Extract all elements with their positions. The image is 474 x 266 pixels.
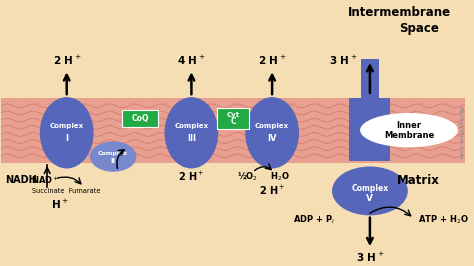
Text: Complex: Complex xyxy=(98,151,128,156)
Ellipse shape xyxy=(40,97,93,168)
Text: ADP + P$_i$: ADP + P$_i$ xyxy=(292,214,335,226)
Text: Complex: Complex xyxy=(50,123,84,129)
Text: V: V xyxy=(366,194,374,203)
Text: IV: IV xyxy=(267,134,277,143)
Text: 2 H$^+$: 2 H$^+$ xyxy=(258,53,286,67)
Ellipse shape xyxy=(164,97,219,168)
Text: III: III xyxy=(187,134,196,143)
Text: Complex: Complex xyxy=(351,184,389,193)
Ellipse shape xyxy=(90,142,137,172)
Text: 4 H$^+$: 4 H$^+$ xyxy=(177,53,206,67)
Text: NAD$^+$: NAD$^+$ xyxy=(31,174,59,186)
Text: Inner: Inner xyxy=(397,121,421,130)
Bar xyxy=(349,98,391,161)
FancyBboxPatch shape xyxy=(122,110,158,127)
Text: Membrane: Membrane xyxy=(384,131,434,140)
Text: NADH: NADH xyxy=(5,175,37,185)
Text: Intermembrane: Intermembrane xyxy=(348,6,451,19)
Text: Complex: Complex xyxy=(255,123,289,129)
Text: CoQ: CoQ xyxy=(131,114,149,123)
Text: H$_2$O: H$_2$O xyxy=(270,171,289,183)
Text: H$^+$: H$^+$ xyxy=(51,198,68,211)
Ellipse shape xyxy=(332,167,408,215)
Text: I: I xyxy=(65,134,68,143)
Bar xyxy=(0,98,465,163)
Text: 2 H$^+$: 2 H$^+$ xyxy=(178,170,205,183)
Text: II: II xyxy=(110,158,116,164)
Ellipse shape xyxy=(360,113,458,147)
Text: 3 H$^+$: 3 H$^+$ xyxy=(356,250,384,264)
Text: 2 H$^+$: 2 H$^+$ xyxy=(53,53,81,67)
Text: Space: Space xyxy=(399,22,439,35)
Text: 2 H$^+$: 2 H$^+$ xyxy=(259,184,285,197)
Text: Succinate  Fumarate: Succinate Fumarate xyxy=(32,188,101,194)
Text: Matrix: Matrix xyxy=(397,174,440,187)
Ellipse shape xyxy=(245,97,299,168)
Text: ATP + H$_2$O: ATP + H$_2$O xyxy=(418,214,469,226)
Text: C: C xyxy=(230,117,236,126)
FancyBboxPatch shape xyxy=(218,108,249,129)
Text: Cyt: Cyt xyxy=(227,112,239,118)
Text: BiologyWise.com: BiologyWise.com xyxy=(458,106,463,160)
Text: ½O$_2$: ½O$_2$ xyxy=(237,171,258,183)
Text: Complex: Complex xyxy=(174,123,209,129)
Text: 3 H$^+$: 3 H$^+$ xyxy=(329,53,357,67)
Bar xyxy=(361,59,379,100)
